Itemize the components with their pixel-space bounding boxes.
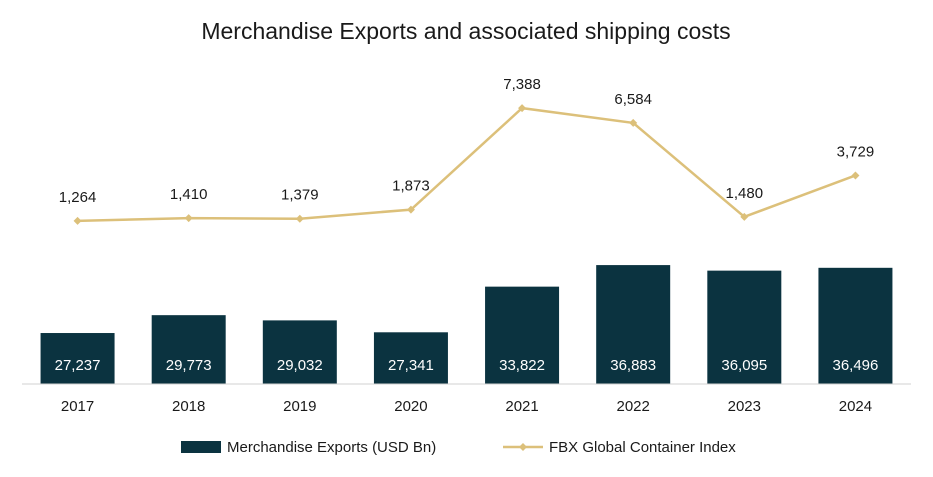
line-value-label: 1,264 <box>59 189 97 206</box>
bar <box>40 333 115 384</box>
line-value-label: 6,584 <box>614 91 652 108</box>
bar <box>596 265 671 384</box>
x-tick-label: 2022 <box>617 398 650 415</box>
x-tick-label: 2020 <box>394 398 427 415</box>
bar-value-label: 36,496 <box>832 357 878 374</box>
line-marker <box>851 171 860 180</box>
line-marker <box>73 216 82 225</box>
bar-value-label: 29,773 <box>166 357 212 374</box>
bar-value-label: 36,883 <box>610 357 656 374</box>
line-marker <box>184 214 193 223</box>
x-tick-label: 2018 <box>172 398 205 415</box>
line-value-label: 7,388 <box>503 76 541 93</box>
chart-title: Merchandise Exports and associated shipp… <box>201 18 730 44</box>
legend-label: FBX Global Container Index <box>549 439 736 456</box>
bar-value-label: 29,032 <box>277 357 323 374</box>
x-tick-label: 2024 <box>839 398 872 415</box>
legend-marker <box>519 443 527 451</box>
bar-value-label: 33,822 <box>499 357 545 374</box>
bar <box>151 315 226 384</box>
line-marker <box>740 212 749 221</box>
bar <box>262 320 337 384</box>
line <box>77 106 856 223</box>
legend-label: Merchandise Exports (USD Bn) <box>227 439 436 456</box>
legend-swatch <box>181 441 221 453</box>
bar <box>373 332 448 384</box>
line-marker <box>629 118 638 127</box>
x-tick-label: 2023 <box>728 398 761 415</box>
line-marker <box>406 205 415 214</box>
line-marker <box>518 104 527 113</box>
bar <box>485 286 560 384</box>
line-value-label: 1,480 <box>726 185 764 202</box>
bar-value-label: 36,095 <box>721 357 767 374</box>
line-marker <box>295 214 304 223</box>
x-tick-label: 2017 <box>61 398 94 415</box>
bar-value-label: 27,341 <box>388 357 434 374</box>
bar <box>707 270 782 384</box>
bar <box>818 267 893 384</box>
x-tick-label: 2019 <box>283 398 316 415</box>
line-value-label: 1,410 <box>170 186 208 203</box>
line-value-label: 3,729 <box>837 143 875 160</box>
x-tick-label: 2021 <box>505 398 538 415</box>
line-value-label: 1,873 <box>392 178 430 195</box>
line-value-label: 1,379 <box>281 187 319 204</box>
bar-value-label: 27,237 <box>55 357 101 374</box>
